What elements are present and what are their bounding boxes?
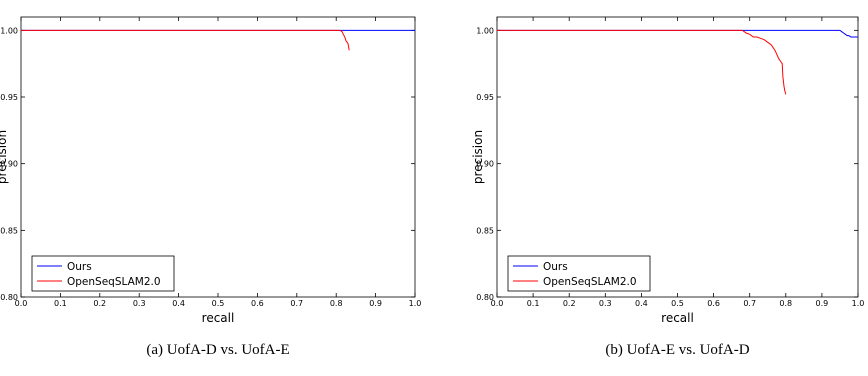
x-tick-label: 1.0 <box>409 299 422 308</box>
legend-label: Ours <box>543 261 568 273</box>
figure-caption: (b) UofA-E vs. UofA-D <box>605 342 749 358</box>
legend-label: OpenSeqSLAM2.0 <box>543 276 637 288</box>
series-line-openseqslam <box>21 29 350 51</box>
legend-box <box>507 255 651 292</box>
x-tick-label: 0.8 <box>779 299 792 308</box>
plot-frame <box>496 16 859 298</box>
x-tick-label: 0.6 <box>707 299 720 308</box>
x-tick-label: 0.0 <box>491 299 504 308</box>
y-tick-label: 0.85 <box>0 226 18 235</box>
legend-label: OpenSeqSLAM2.0 <box>67 276 161 288</box>
series-line-ours <box>497 29 858 38</box>
chart-panel-b: 0.0 0.1 0.2 0.3 0.4 0.5 0.6 0.7 0.8 0.9 1.0 0.80 0.8… <box>471 16 865 358</box>
x-tick-label: 0.1 <box>54 299 67 308</box>
chart-panel-a: 0.0 0.1 0.2 0.3 0.4 0.5 0.6 0.7 0.8 0.9 1.0 0.80 0.8… <box>0 16 422 358</box>
x-tick-label: 0.8 <box>330 299 343 308</box>
y-tick-label: 0.85 <box>476 226 494 235</box>
x-tick-label: 0.4 <box>172 299 185 308</box>
y-axis-label: precision <box>471 130 485 184</box>
x-tick-label: 0.6 <box>251 299 264 308</box>
x-axis-label: recall <box>661 311 694 325</box>
y-tick-label: 0.90 <box>476 160 494 169</box>
x-tick-label: 0.9 <box>816 299 829 308</box>
x-tick-label: 0.7 <box>290 299 303 308</box>
x-tick-label: 0.3 <box>599 299 612 308</box>
y-tick-label: 0.90 <box>0 160 18 169</box>
y-tick-label: 0.95 <box>0 93 18 102</box>
x-tick-label: 0.9 <box>369 299 382 308</box>
x-tick-label: 1.0 <box>852 299 865 308</box>
x-tick-label: 0.1 <box>527 299 540 308</box>
series-line-openseqslam <box>497 29 787 95</box>
x-axis-label: recall <box>202 311 235 325</box>
x-tick-label: 0.5 <box>212 299 225 308</box>
y-tick-label: 0.80 <box>0 293 18 302</box>
legend-label: Ours <box>67 261 92 273</box>
plot-frame <box>20 16 416 298</box>
x-tick-label: 0.4 <box>635 299 648 308</box>
x-tick-label: 0.3 <box>133 299 146 308</box>
x-tick-label: 0.0 <box>15 299 28 308</box>
legend: Ours OpenSeqSLAM2.0 <box>31 255 175 292</box>
y-tick-label: 1.00 <box>0 26 18 35</box>
legend: Ours OpenSeqSLAM2.0 <box>507 255 651 292</box>
y-tick-label: 0.95 <box>476 93 494 102</box>
figure-caption: (a) UofA-D vs. UofA-E <box>146 342 289 358</box>
y-axis-label: precision <box>0 130 9 184</box>
x-tick-label: 0.2 <box>93 299 106 308</box>
x-tick-label: 0.7 <box>743 299 756 308</box>
y-tick-label: 0.80 <box>476 293 494 302</box>
legend-box <box>31 255 175 292</box>
x-tick-label: 0.5 <box>671 299 684 308</box>
x-tick-label: 0.2 <box>563 299 576 308</box>
y-tick-label: 1.00 <box>476 26 494 35</box>
